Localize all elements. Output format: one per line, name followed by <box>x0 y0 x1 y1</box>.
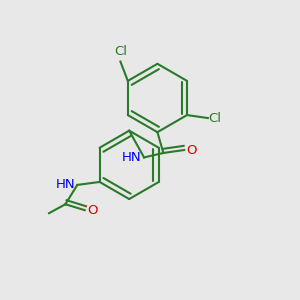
Text: HN: HN <box>56 178 76 191</box>
Text: O: O <box>187 143 197 157</box>
Text: HN: HN <box>122 151 142 164</box>
Text: Cl: Cl <box>114 45 127 58</box>
Text: O: O <box>87 204 98 217</box>
Text: Cl: Cl <box>208 112 221 124</box>
